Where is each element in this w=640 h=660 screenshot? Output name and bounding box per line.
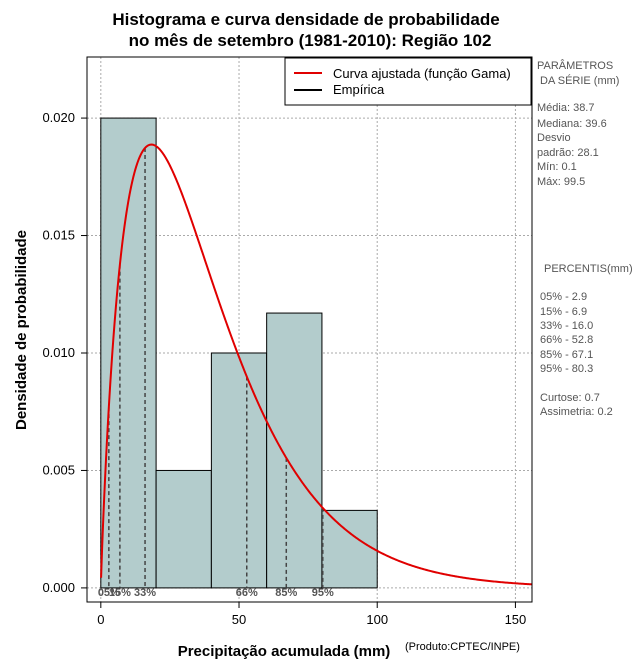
y-tick-label-3: 0.015 [42,228,75,243]
y-tick-label-0: 0.000 [42,580,75,595]
param-mediana: Mediana: 39.6 [537,118,607,130]
gamma-curve-layer [100,143,533,586]
percentile-label-2: 33% [134,587,156,599]
percentile-label-3: 66% [236,587,258,599]
params-header-1: PARÂMETROS [537,59,613,72]
percentile-label-4: 85% [275,587,297,599]
chart-title-line2: no mês de setembro (1981-2010): Região 1… [129,31,492,50]
y-tick-label-1: 0.005 [42,462,75,477]
param-max: Máx: 99.5 [537,176,585,188]
percentis-header: PERCENTIS(mm) [544,263,633,275]
percentile-lines: 05%15% 33% 66% 85% 95% [98,147,334,599]
y-tick-label-2: 0.010 [42,345,75,360]
histogram-bars [100,117,378,589]
percentile-label-5: 95% [312,587,334,599]
axes: 0 50 100 150 0.000 0.005 0.010 0.015 0.020 [42,110,526,627]
legend-label-empirical: Empírica [333,82,385,97]
credit-label: (Produto:CPTEC/INPE) [405,641,520,653]
stat-assimetria: Assimetria: 0.2 [540,406,613,418]
percentil-85: 85% - 67.1 [540,349,593,361]
param-desvio: Desvio [537,132,571,144]
percentil-05: 05% - 2.9 [540,291,587,303]
stat-curtose: Curtose: 0.7 [540,392,600,404]
legend: Curva ajustada (função Gama) Empírica [284,57,532,106]
percentil-95: 95% - 80.3 [540,363,593,375]
percentil-33: 33% - 16.0 [540,320,593,332]
y-axis-label: Densidade de probabilidade [13,230,30,430]
histogram-bar-0 [100,117,157,589]
histogram-bar-2 [210,352,268,589]
percentile-label-1: 15% [109,587,131,599]
side-panel: PARÂMETROS DA SÉRIE (mm) Média: 38.7 Med… [537,59,633,418]
param-padrao: padrão: 28.1 [537,147,599,159]
x-tick-label-1: 50 [232,612,246,627]
param-min: Mín: 0.1 [537,161,577,173]
x-tick-label-3: 150 [505,612,527,627]
histogram-bar-3 [266,312,323,589]
plot-frame [86,56,533,603]
legend-label-curve: Curva ajustada (função Gama) [333,66,511,81]
histogram-bar-1 [155,469,212,589]
x-tick-label-0: 0 [97,612,104,627]
histogram-bar-4 [321,509,378,589]
params-header-2: DA SÉRIE (mm) [540,74,619,87]
gamma-curve [100,143,533,586]
x-tick-label-2: 100 [366,612,388,627]
y-tick-label-4: 0.020 [42,110,75,125]
percentil-66: 66% - 52.8 [540,334,593,346]
legend-box [284,57,532,106]
param-media: Média: 38.7 [537,102,594,114]
percentile-label-0: 05% [98,587,120,599]
percentil-15: 15% - 6.9 [540,306,587,318]
x-axis-label: Precipitação acumulada (mm) [178,643,391,660]
chart-title-line1: Histograma e curva densidade de probabil… [112,10,499,29]
